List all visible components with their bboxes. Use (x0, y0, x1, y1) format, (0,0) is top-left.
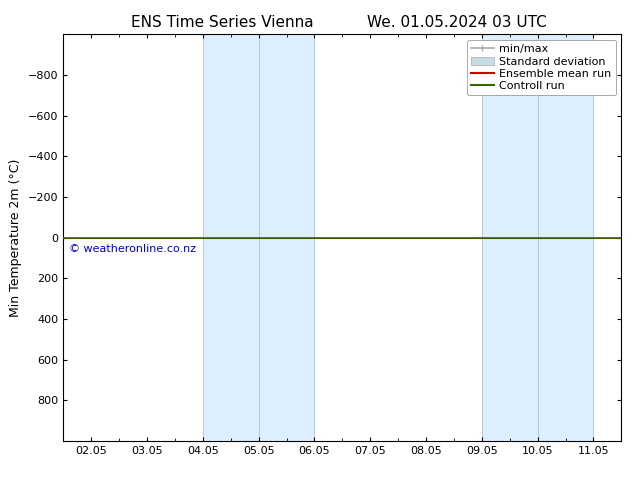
Text: ENS Time Series Vienna: ENS Time Series Vienna (131, 15, 313, 30)
Text: We. 01.05.2024 03 UTC: We. 01.05.2024 03 UTC (366, 15, 547, 30)
Text: © weatheronline.co.nz: © weatheronline.co.nz (69, 244, 196, 254)
Y-axis label: Min Temperature 2m (°C): Min Temperature 2m (°C) (10, 158, 22, 317)
Bar (203, 34, 314, 441)
Bar (482, 34, 593, 441)
Legend: min/max, Standard deviation, Ensemble mean run, Controll run: min/max, Standard deviation, Ensemble me… (467, 40, 616, 96)
